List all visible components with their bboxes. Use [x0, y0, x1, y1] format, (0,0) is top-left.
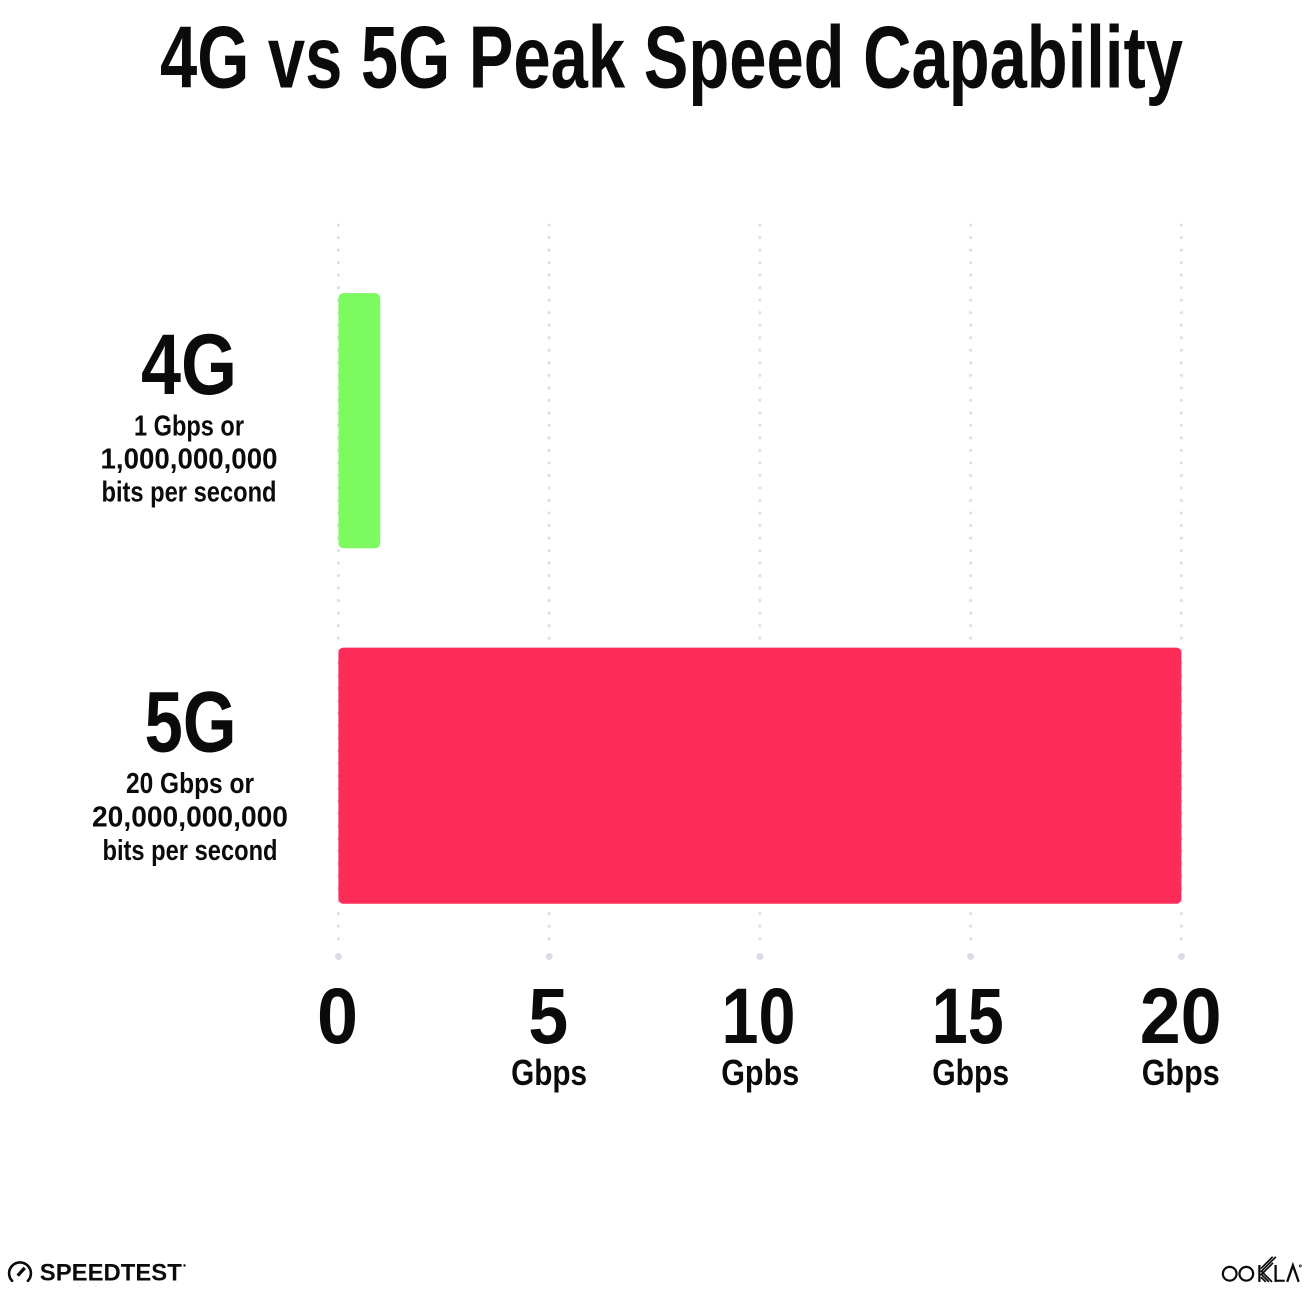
svg-text:1 Gbps or: 1 Gbps or	[134, 410, 244, 442]
svg-text:Gbps: Gbps	[932, 1052, 1009, 1093]
svg-text:20 Gbps or: 20 Gbps or	[126, 768, 254, 800]
svg-text:Gbps: Gbps	[1142, 1052, 1220, 1093]
svg-text:0: 0	[317, 971, 358, 1060]
svg-text:SPEEDTEST: SPEEDTEST	[40, 1260, 182, 1287]
svg-text:4G: 4G	[141, 317, 237, 413]
svg-text:Gbps: Gbps	[511, 1052, 587, 1093]
svg-text:bits per second: bits per second	[103, 835, 278, 867]
svg-text:bits per second: bits per second	[102, 476, 277, 508]
svg-text:10: 10	[722, 971, 796, 1060]
svg-text:5G: 5G	[145, 675, 237, 771]
svg-text:1,000,000,000: 1,000,000,000	[101, 443, 278, 475]
svg-text:Gpbs: Gpbs	[721, 1052, 799, 1093]
svg-text:15: 15	[932, 971, 1004, 1060]
svg-text:5: 5	[528, 971, 568, 1060]
svg-text:20,000,000,000: 20,000,000,000	[92, 802, 288, 834]
svg-text:4G vs 5G Peak Speed Capability: 4G vs 5G Peak Speed Capability	[160, 8, 1183, 107]
svg-text:20: 20	[1140, 971, 1222, 1060]
